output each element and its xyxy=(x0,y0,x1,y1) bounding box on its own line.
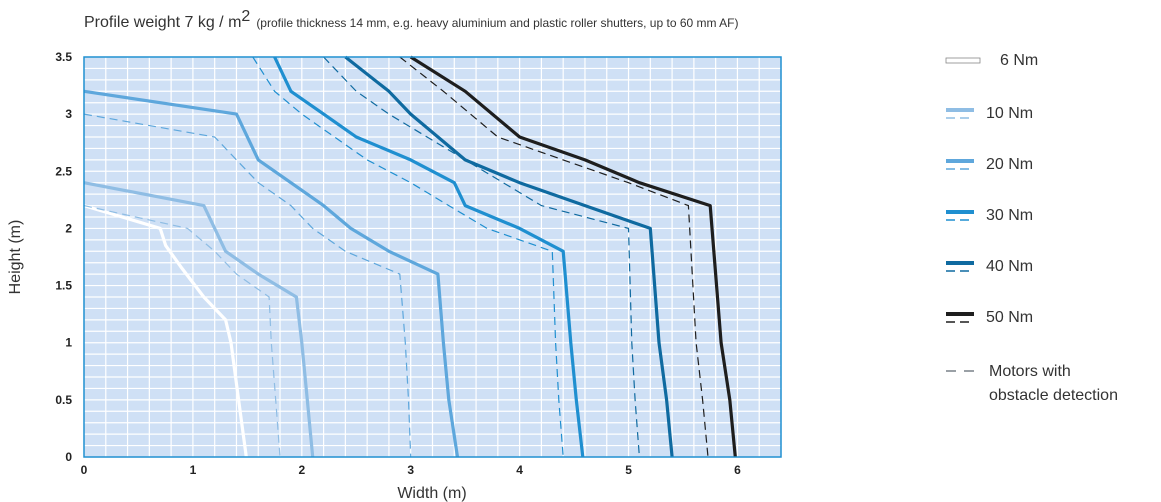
x-tick-label: 3 xyxy=(407,463,414,477)
x-tick-label: 2 xyxy=(298,463,305,477)
x-tick-label: 6 xyxy=(734,463,741,477)
legend-label: 40 Nm xyxy=(986,258,1033,275)
legend-label: 6 Nm xyxy=(1000,52,1038,69)
x-tick-label: 1 xyxy=(190,463,197,477)
y-tick-label: 1.5 xyxy=(55,279,72,293)
series-line-2 xyxy=(83,89,460,458)
series-dashed-line-3 xyxy=(252,56,564,458)
y-tick-label: 1 xyxy=(65,336,72,350)
y-tick-label: 2 xyxy=(65,221,72,235)
x-tick-label: 4 xyxy=(516,463,523,477)
grid xyxy=(83,56,782,458)
y-tick-label: 2.5 xyxy=(55,164,72,178)
legend-label: 30 Nm xyxy=(986,207,1033,224)
chart-title: Profile weight 7 kg / m2 (profile thickne… xyxy=(84,8,739,31)
y-ticks: 0 0.5 1 1.5 2 2.5 3 3.5 xyxy=(55,50,72,464)
series-line-4 xyxy=(344,55,674,458)
legend-label: 20 Nm xyxy=(986,156,1033,173)
x-tick-label: 5 xyxy=(625,463,632,477)
legend-label-obstacle: obstacle detection xyxy=(989,387,1118,404)
series-dashed-line-1 xyxy=(83,205,281,458)
legend-label: 50 Nm xyxy=(986,309,1033,326)
series-layer xyxy=(83,55,737,458)
series-line-5 xyxy=(409,55,737,458)
x-ticks: 0 1 2 3 4 5 6 xyxy=(81,463,741,477)
plot-frame xyxy=(83,56,782,458)
legend-swatch xyxy=(945,57,981,64)
x-tick-label: 0 xyxy=(81,463,88,477)
series-dashed-line-5 xyxy=(399,56,709,458)
series-line-0 xyxy=(83,204,248,458)
y-tick-label: 3.5 xyxy=(55,50,72,64)
y-tick-label: 0.5 xyxy=(55,393,72,407)
series-line-1 xyxy=(83,181,315,458)
series-dashed-line-2 xyxy=(83,113,412,458)
legend-label: 10 Nm xyxy=(986,105,1033,122)
y-tick-label: 3 xyxy=(65,107,72,121)
y-axis-label: Height (m) xyxy=(7,220,24,295)
legend: 6 Nm 10 Nm 20 Nm 30 Nm 40 Nm 50 Nm Motors with… xyxy=(945,52,1118,404)
y-tick-label: 0 xyxy=(65,450,72,464)
series-dashed-line-4 xyxy=(323,56,640,458)
legend-label-obstacle: Motors with xyxy=(989,363,1071,380)
x-axis-label: Width (m) xyxy=(397,485,466,502)
series-line-3 xyxy=(273,56,585,458)
